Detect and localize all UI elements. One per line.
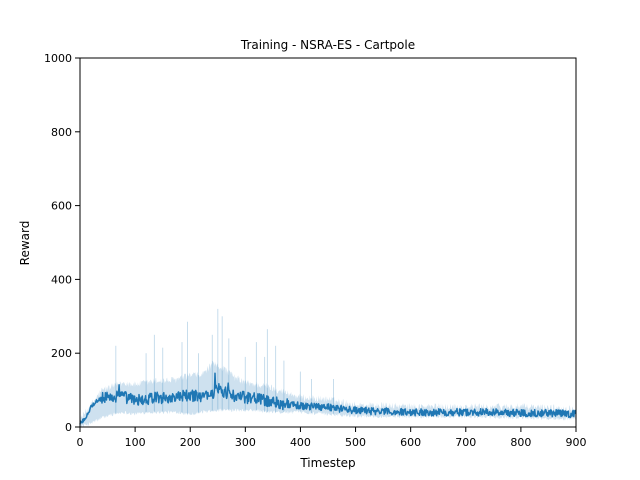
chart-title: Training - NSRA-ES - Cartpole [240, 38, 415, 52]
y-tick-label-5: 1000 [44, 52, 72, 65]
y-axis-label: Reward [18, 221, 32, 266]
x-tick-label-6: 600 [400, 436, 421, 449]
plot-layer [79, 308, 577, 427]
mean-reward-line [79, 372, 577, 425]
x-axis-label: Timestep [299, 456, 355, 470]
x-tick-label-5: 500 [345, 436, 366, 449]
y-tick-label-1: 200 [51, 347, 72, 360]
x-tick-label-8: 800 [510, 436, 531, 449]
y-tick-label-4: 800 [51, 126, 72, 139]
x-tick-label-7: 700 [455, 436, 476, 449]
x-tick-label-1: 100 [125, 436, 146, 449]
y-axis: 0 200 400 600 800 1000 [44, 52, 80, 434]
x-axis: 0 100 200 300 400 500 600 700 800 900 [77, 427, 587, 449]
y-tick-label-2: 400 [51, 273, 72, 286]
y-tick-label-3: 600 [51, 200, 72, 213]
confidence-band [80, 360, 576, 427]
x-tick-label-4: 400 [290, 436, 311, 449]
x-tick-label-2: 200 [180, 436, 201, 449]
plot-frame [79, 57, 577, 428]
x-tick-label-0: 0 [77, 436, 84, 449]
x-tick-label-9: 900 [566, 436, 587, 449]
x-tick-label-3: 300 [235, 436, 256, 449]
y-tick-label-0: 0 [65, 421, 72, 434]
